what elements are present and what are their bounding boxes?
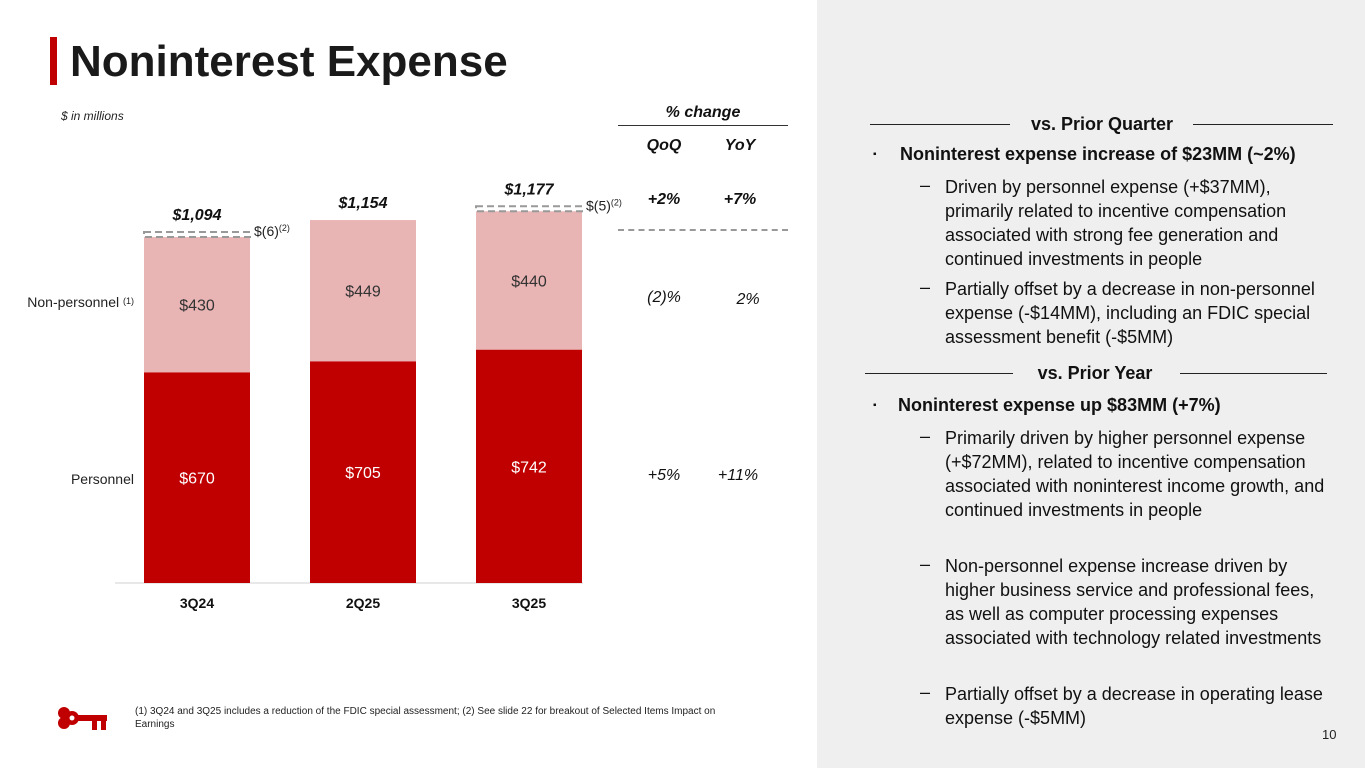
section-rule-left <box>865 373 1013 374</box>
dash-icon: – <box>920 175 931 195</box>
series-label-personnel: Personnel <box>71 471 134 487</box>
bar-nonpersonnel-2Q25 <box>310 220 416 362</box>
personnel-qoq: +5% <box>647 467 681 484</box>
page-title: Noninterest Expense <box>70 37 508 86</box>
prior-quarter-sub-1: Driven by personnel expense (+$37MM), pr… <box>945 177 1287 269</box>
bar-personnel-3Q24 <box>144 372 250 583</box>
title-accent-bar <box>50 37 57 85</box>
footnote: (1) 3Q24 and 3Q25 includes a reduction o… <box>135 706 716 730</box>
adjustment-footnote-ref: (2) <box>279 223 290 233</box>
x-tick-label: 2Q25 <box>346 595 380 611</box>
prior-year-sub-3: Partially offset by a decrease in operat… <box>945 684 1323 728</box>
key-logo-icon <box>58 707 107 730</box>
prior-year-heading: vs. Prior Year <box>1037 363 1153 383</box>
pct-dashed-separator <box>618 229 788 231</box>
units-note: $ in millions <box>61 109 124 123</box>
data-label-personnel: $742 <box>511 459 547 476</box>
nonpersonnel-qoq: (2)% <box>647 289 681 306</box>
data-label-personnel: $705 <box>345 465 381 482</box>
adjustment-label: $(5)(2) <box>586 197 622 213</box>
bar-adjustment-3Q24 <box>143 231 251 239</box>
bar-adjustment-3Q25 <box>475 205 583 213</box>
series-label-nonpersonnel: Non-personnel (1) <box>27 294 134 310</box>
series-footnote-ref: (1) <box>123 296 134 306</box>
bullet-icon: ▪ <box>873 149 877 160</box>
personnel-yoy: +11% <box>717 467 759 484</box>
prior-year-sub-1: Primarily driven by higher personnel exp… <box>945 428 1325 520</box>
data-label-nonpersonnel: $449 <box>345 284 381 301</box>
bar-nonpersonnel-3Q24 <box>144 237 250 373</box>
bar-personnel-3Q25 <box>476 349 582 583</box>
dash-icon: – <box>920 426 931 446</box>
adjustment-footnote-ref: (2) <box>611 197 622 207</box>
total-label: $1,177 <box>504 181 555 198</box>
x-tick-label: 3Q25 <box>512 595 546 611</box>
total-label: $1,094 <box>172 207 222 224</box>
bar-personnel-2Q25 <box>310 361 416 583</box>
col-yoy-header: YoY <box>724 137 756 154</box>
total-yoy: +7% <box>723 191 757 208</box>
nonpersonnel-yoy: 2% <box>736 291 760 308</box>
commentary-panel <box>817 0 1365 768</box>
dash-icon: – <box>920 277 931 297</box>
page-number: 10 <box>1322 727 1337 742</box>
data-label-nonpersonnel: $430 <box>179 298 215 315</box>
x-tick-label: 3Q24 <box>180 595 214 611</box>
dash-icon: – <box>920 682 931 702</box>
stacked-bar-chart: $670 $430 3Q24 $(6)(2) $1,094 $705 $449 2Q25 $1,… <box>27 181 622 611</box>
bullet-icon: ▪ <box>873 400 877 411</box>
pct-change-rule <box>618 125 788 126</box>
prior-quarter-sub-2: Partially offset by a decrease in non-pe… <box>945 279 1315 347</box>
bar-nonpersonnel-3Q25 <box>476 211 582 350</box>
dash-icon: – <box>920 554 931 574</box>
pct-change-header: % change <box>665 104 741 121</box>
prior-quarter-heading: vs. Prior Quarter <box>1030 114 1174 134</box>
data-label-personnel: $670 <box>179 471 215 488</box>
data-label-nonpersonnel: $440 <box>511 273 547 290</box>
adjustment-label: $(6)(2) <box>254 223 290 239</box>
prior-quarter-bullet: Noninterest expense increase of $23MM (~… <box>900 144 1296 164</box>
section-rule-left <box>870 124 1010 125</box>
total-label: $1,154 <box>338 195 388 212</box>
prior-year-sub-2: Non-personnel expense increase driven by… <box>945 556 1322 648</box>
col-qoq-header: QoQ <box>646 137 682 154</box>
section-rule-right <box>1180 373 1327 374</box>
total-qoq: +2% <box>647 191 681 208</box>
section-rule-right <box>1193 124 1333 125</box>
prior-year-bullet: Noninterest expense up $83MM (+7%) <box>898 395 1221 415</box>
